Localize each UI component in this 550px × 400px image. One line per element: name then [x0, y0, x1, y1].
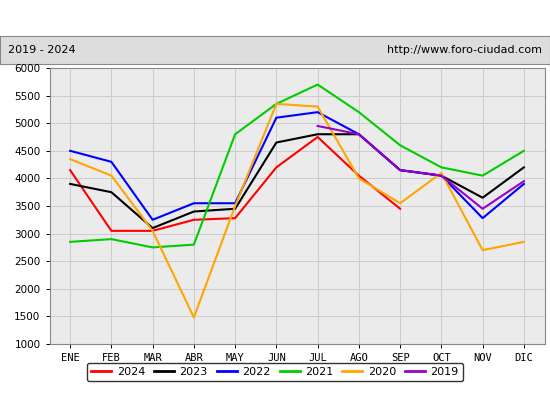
- Text: http://www.foro-ciudad.com: http://www.foro-ciudad.com: [387, 45, 542, 55]
- Text: 2019 - 2024: 2019 - 2024: [8, 45, 76, 55]
- Text: Evolucion Nº Turistas Nacionales en el municipio de Yeles: Evolucion Nº Turistas Nacionales en el m…: [50, 11, 500, 25]
- Legend: 2024, 2023, 2022, 2021, 2020, 2019: 2024, 2023, 2022, 2021, 2020, 2019: [87, 362, 463, 382]
